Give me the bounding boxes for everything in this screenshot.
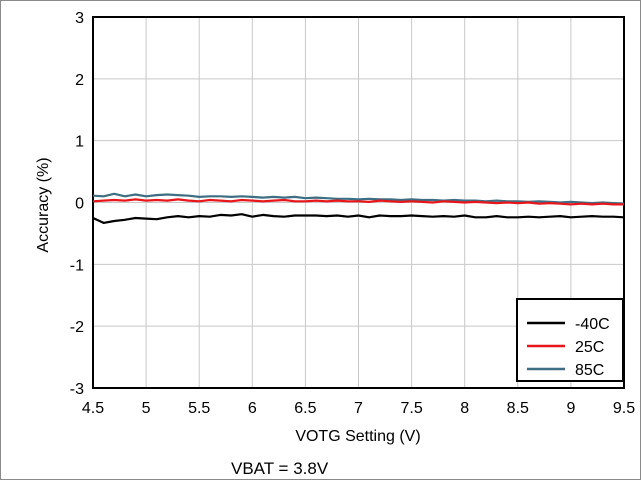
series-line-25c (92, 198, 624, 206)
x-tick-labels: 4.5 5 5.5 6 6.5 7 7.5 8 8.5 9 9.5 (82, 400, 635, 417)
x-axis-label: VOTG Setting (V) (295, 428, 420, 445)
legend-label: 25C (575, 339, 604, 356)
series-lines (92, 192, 625, 224)
x-tick-label: 9 (566, 400, 575, 417)
y-tick-label: 0 (75, 196, 84, 213)
x-tick-label: 6.5 (294, 400, 316, 417)
y-tick-label: 3 (75, 10, 84, 27)
series-line-40c (92, 213, 625, 224)
y-tick-label: -3 (70, 381, 84, 398)
legend: -40C 25C 85C (516, 298, 624, 382)
y-tick-label: 2 (75, 72, 84, 89)
vbat-note: VBAT = 3.8V (231, 459, 329, 478)
x-tick-label: 7 (354, 400, 363, 417)
y-tick-labels: 3 2 1 0 -1 -2 -3 (70, 10, 84, 398)
legend-label: 85C (575, 362, 604, 379)
x-tick-label: 7.5 (400, 400, 422, 417)
series-line-85c (92, 192, 625, 205)
x-tick-label: 8 (460, 400, 469, 417)
x-tick-label: 9.5 (613, 400, 635, 417)
legend-box (516, 298, 624, 382)
x-tick-label: 8.5 (507, 400, 529, 417)
y-tick-label: 1 (75, 134, 84, 151)
x-tick-label: 6 (248, 400, 257, 417)
y-axis-label: Accuracy (%) (35, 157, 52, 252)
y-tick-label: -2 (70, 319, 84, 336)
x-tick-label: 5 (142, 400, 151, 417)
plot-area (92, 16, 625, 389)
y-tick-label: -1 (70, 257, 84, 274)
x-tick-label: 5.5 (188, 400, 210, 417)
x-tick-label: 4.5 (82, 400, 104, 417)
legend-label: -40C (575, 316, 610, 333)
